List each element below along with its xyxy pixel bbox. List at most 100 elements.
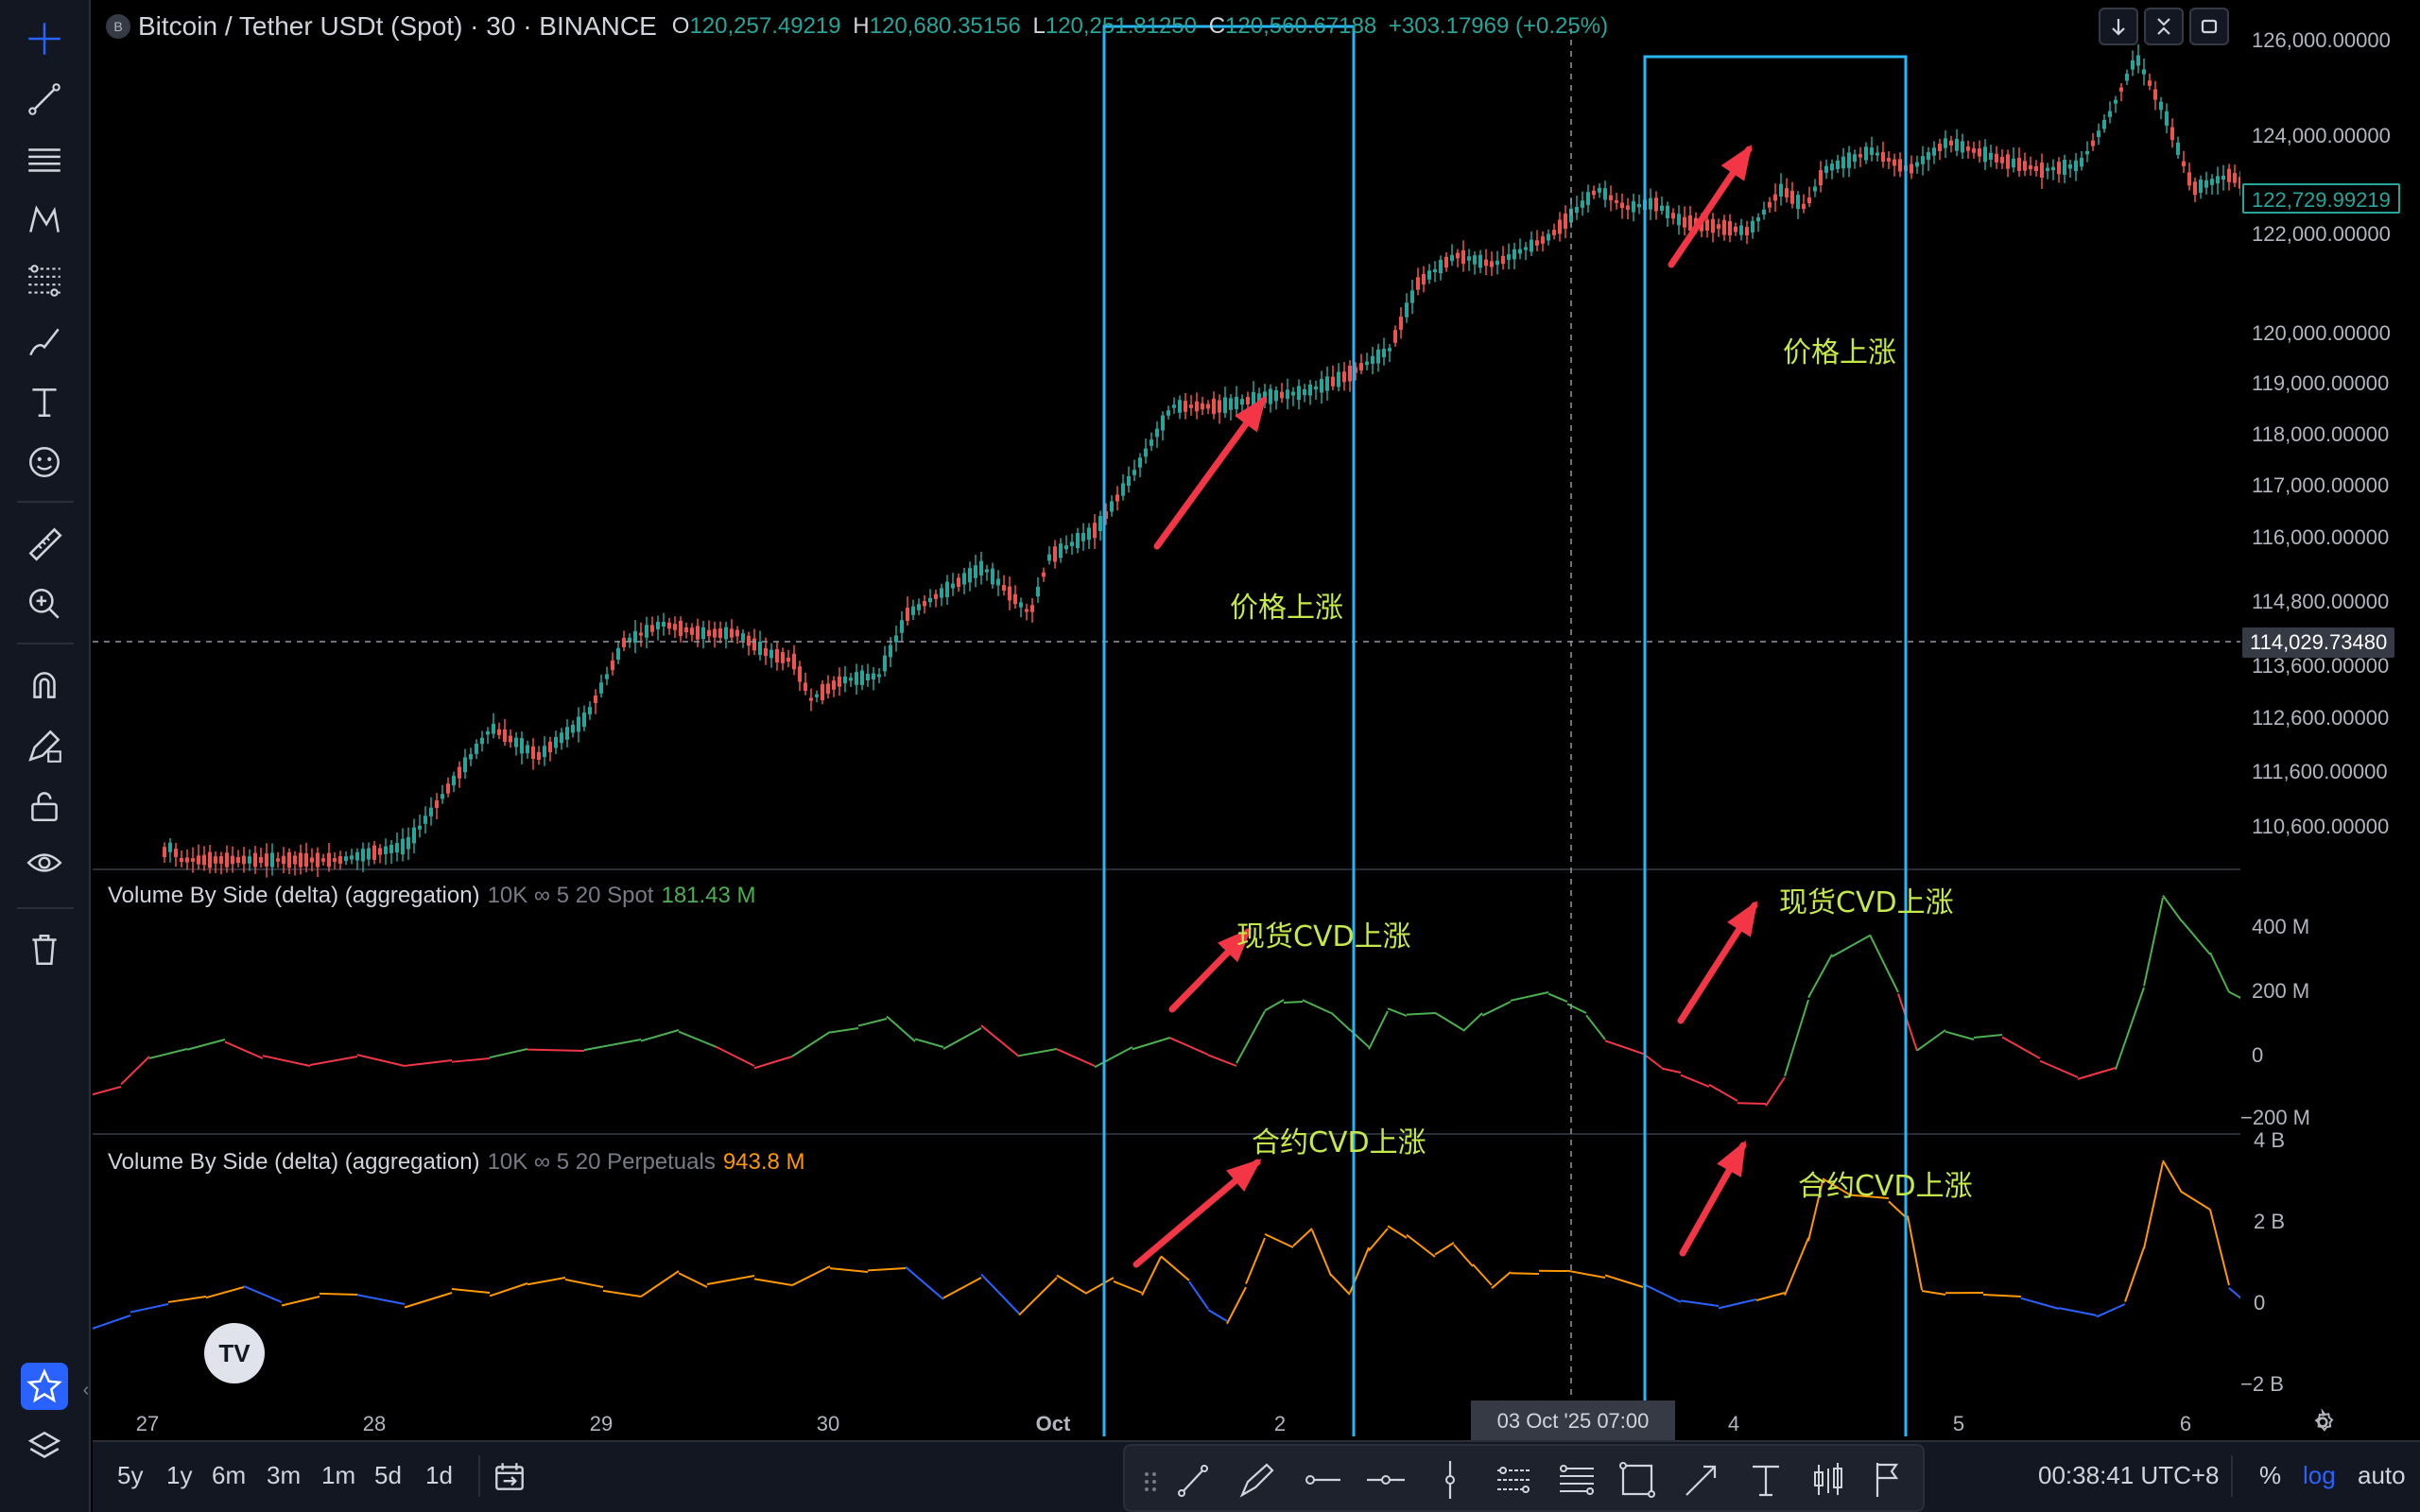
maximize-icon[interactable] — [2189, 8, 2229, 45]
candle-body — [1927, 151, 1930, 161]
trend-line-icon[interactable] — [1172, 1459, 1214, 1501]
trash-icon[interactable] — [21, 926, 68, 973]
goto-date-icon[interactable] — [492, 1459, 527, 1500]
flag-icon[interactable] — [1868, 1459, 1910, 1501]
candle-body — [1898, 159, 1902, 172]
range-5d-button[interactable]: 5d — [374, 1461, 402, 1489]
range-1d-button[interactable]: 1d — [425, 1461, 453, 1489]
fib-retracement-icon[interactable] — [1556, 1459, 1598, 1501]
tradingview-logo[interactable]: TV — [204, 1323, 265, 1383]
rectangle-icon[interactable] — [1616, 1459, 1658, 1501]
parallel-channel-icon[interactable] — [1494, 1459, 1535, 1501]
candle-body — [287, 851, 291, 868]
drag-handle-icon[interactable] — [1131, 1459, 1156, 1501]
candle-body — [225, 852, 229, 868]
candle-body — [1870, 147, 1874, 155]
candle-body — [838, 676, 841, 687]
emoji-icon[interactable] — [21, 438, 68, 486]
chart-area[interactable]: B Bitcoin / Tether USDt (Spot) · 30 · BI… — [93, 0, 2240, 1436]
candle-body — [1280, 391, 1284, 399]
range-1y-button[interactable]: 1y — [166, 1461, 193, 1489]
horizontal-ray-icon[interactable] — [1301, 1459, 1342, 1501]
settings-gear-icon[interactable] — [2308, 1408, 2339, 1438]
perp-cvd-segment — [205, 1286, 245, 1299]
candle-body — [1524, 247, 1528, 250]
zoom-in-icon[interactable] — [21, 580, 68, 627]
spot-cvd-legend[interactable]: Volume By Side (delta) (aggregation) 10K… — [108, 883, 756, 909]
perp-cvd-segment — [1084, 1277, 1115, 1295]
candle-body — [2091, 140, 2095, 146]
unlock-icon[interactable] — [21, 782, 68, 830]
spot-cvd-segment — [2162, 894, 2183, 922]
down-arrow-icon[interactable] — [2099, 8, 2138, 45]
spot-cvd-segment — [1807, 954, 1833, 999]
perp-cvd-segment — [905, 1265, 944, 1300]
layers-icon[interactable] — [21, 1423, 68, 1470]
candle-body — [2000, 156, 2004, 163]
candle-body — [1138, 457, 1142, 468]
spot-cvd-segment — [1547, 992, 1568, 1003]
candle-body — [2131, 60, 2135, 70]
crosshair-icon[interactable] — [21, 15, 68, 62]
collapse-icon[interactable] — [2144, 8, 2184, 45]
candle-body — [1802, 203, 1806, 210]
range-3m-button[interactable]: 3m — [267, 1461, 302, 1489]
percent-scale-button[interactable]: % — [2259, 1461, 2282, 1489]
candle-body — [1286, 389, 1289, 400]
brush-icon[interactable] — [21, 318, 68, 365]
candle-body — [1490, 261, 1494, 267]
candle-body — [338, 856, 342, 864]
price-scale[interactable]: 126,000.00000 124,000.00000 122,000.0000… — [2240, 0, 2420, 1436]
candle-body — [469, 754, 473, 760]
candle-body — [1711, 218, 1715, 233]
trend-line-icon[interactable] — [21, 76, 68, 123]
candle-body — [821, 684, 824, 700]
text-icon[interactable] — [21, 378, 68, 425]
candle-body — [2136, 55, 2140, 66]
utc-clock[interactable]: 00:38:41 UTC+8 — [2038, 1461, 2220, 1489]
long-position-icon[interactable] — [1807, 1459, 1849, 1501]
perp-cvd-segment — [2209, 1209, 2230, 1286]
candle-body — [304, 852, 308, 868]
text-icon[interactable] — [1745, 1459, 1787, 1501]
candle-body — [282, 855, 285, 865]
candle-body — [1081, 533, 1085, 541]
candle-body — [1473, 255, 1477, 265]
perp-cvd-legend[interactable]: Volume By Side (delta) (aggregation) 10K… — [108, 1149, 805, 1176]
candle-body — [2046, 167, 2049, 171]
candle-body — [1178, 400, 1182, 413]
floating-drawing-toolbar[interactable] — [1123, 1444, 1925, 1512]
candle-body — [1983, 146, 1987, 163]
candle-body — [1240, 399, 1244, 405]
candle-body — [1127, 475, 1131, 487]
spot-cvd-segment — [2209, 952, 2230, 993]
range-6m-button[interactable]: 6m — [212, 1461, 247, 1489]
arrow-icon[interactable] — [1681, 1459, 1722, 1501]
symbol-legend[interactable]: B Bitcoin / Tether USDt (Spot) · 30 · BI… — [106, 11, 1608, 42]
fib-icon[interactable] — [21, 257, 68, 304]
horizontal-line-icon[interactable] — [1365, 1459, 1407, 1501]
candle-body — [231, 855, 234, 865]
ruler-icon[interactable] — [21, 520, 68, 567]
horizontal-lines-icon[interactable] — [21, 136, 68, 183]
vertical-line-icon[interactable] — [1429, 1459, 1471, 1501]
spot-cvd-segment — [1945, 1030, 1975, 1040]
spot-cvd-segment — [583, 1039, 642, 1052]
lock-drawing-icon[interactable] — [21, 722, 68, 769]
candle-body — [1910, 163, 1913, 174]
candle-body — [1915, 162, 1919, 167]
favorites-star-icon[interactable] — [21, 1363, 68, 1410]
spot-cvd-segment — [309, 1056, 358, 1067]
log-scale-button[interactable]: log — [2303, 1461, 2336, 1489]
magnet-icon[interactable] — [21, 662, 68, 709]
range-1m-button[interactable]: 1m — [321, 1461, 356, 1489]
candle-body — [378, 848, 382, 855]
candle-body — [1541, 236, 1545, 244]
range-5y-button[interactable]: 5y — [117, 1461, 144, 1489]
brush-icon[interactable] — [1236, 1459, 1278, 1501]
pattern-icon[interactable] — [21, 197, 68, 244]
collapse-toolbar-handle[interactable]: ‹ — [82, 1380, 90, 1400]
eye-icon[interactable] — [21, 839, 68, 886]
candle-body — [2170, 127, 2174, 141]
auto-scale-button[interactable]: auto — [2358, 1461, 2406, 1489]
